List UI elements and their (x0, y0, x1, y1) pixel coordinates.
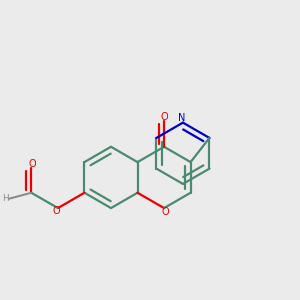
Text: O: O (160, 112, 168, 122)
Text: O: O (52, 206, 60, 216)
Text: O: O (161, 207, 169, 217)
Text: N: N (178, 113, 185, 123)
Text: H: H (3, 194, 9, 203)
Text: O: O (28, 159, 36, 169)
